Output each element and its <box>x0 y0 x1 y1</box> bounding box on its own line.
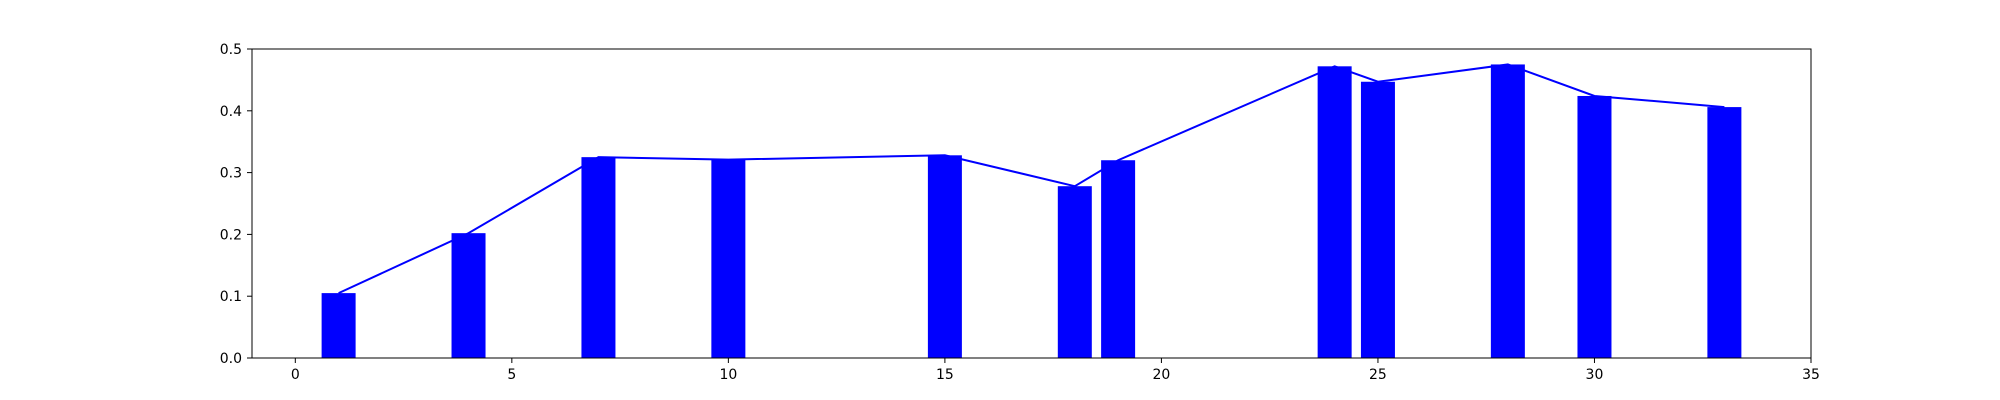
x-tick-label: 25 <box>1369 367 1387 383</box>
bar-25 <box>1360 81 1395 358</box>
y-tick-label: 0.3 <box>220 166 242 182</box>
bar-10 <box>711 159 746 358</box>
x-tick-label: 15 <box>936 367 954 383</box>
bar-19 <box>1101 160 1136 358</box>
y-tick-label: 0.1 <box>220 289 242 305</box>
x-tick-label: 5 <box>507 367 516 383</box>
bar-28 <box>1490 64 1525 358</box>
y-axis: 0.0 0.1 0.2 0.3 0.4 0.5 <box>220 42 252 367</box>
y-tick-label: 0.2 <box>220 227 242 243</box>
bar-18 <box>1057 186 1092 358</box>
series-line <box>338 63 1725 295</box>
x-tick-label: 0 <box>291 367 300 383</box>
bar-7 <box>581 157 616 358</box>
y-tick-label: 0.0 <box>220 351 242 367</box>
x-tick-label: 10 <box>719 367 737 383</box>
bar-30 <box>1577 95 1612 358</box>
bar-15 <box>927 155 962 358</box>
x-tick-label: 30 <box>1586 367 1604 383</box>
x-tick-label: 20 <box>1153 367 1171 383</box>
x-axis: 0 5 10 15 20 25 30 35 <box>291 358 1820 383</box>
bar-33 <box>1707 107 1742 358</box>
y-tick-label: 0.5 <box>220 42 242 58</box>
plot-frame <box>251 48 1812 359</box>
bar-1 <box>321 293 356 358</box>
bars-layer <box>321 64 1742 358</box>
x-tick-label: 35 <box>1802 367 1820 383</box>
bar-24 <box>1317 66 1352 358</box>
bar-4 <box>451 233 486 358</box>
y-tick-label: 0.4 <box>220 104 242 120</box>
line-layer <box>338 63 1725 295</box>
